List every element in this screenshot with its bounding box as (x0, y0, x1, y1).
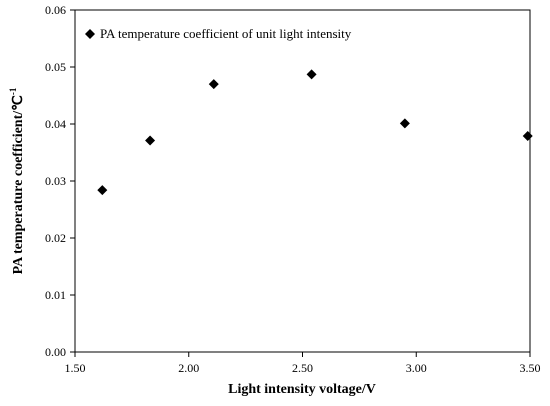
legend: PA temperature coefficient of unit light… (85, 26, 352, 41)
y-tick-label: 0.06 (45, 3, 66, 17)
plot-area (74, 9, 531, 353)
y-axis-title-superscript: -1 (8, 87, 18, 95)
y-axis-title: PA temperature coefficient/℃-1 (8, 87, 26, 274)
x-tick-label: 2.00 (178, 361, 199, 375)
x-axis: 1.50 2.00 2.50 3.00 3.50 (65, 352, 541, 375)
data-point (208, 79, 219, 90)
legend-label: PA temperature coefficient of unit light… (100, 26, 352, 41)
x-tick-label: 3.00 (406, 361, 427, 375)
y-axis: 0.00 0.01 0.02 0.03 0.04 0.05 0.06 (45, 3, 75, 359)
y-tick-label: 0.04 (45, 117, 66, 131)
y-tick-label: 0.02 (45, 231, 66, 245)
x-axis-title: Light intensity voltage/V (228, 382, 376, 397)
y-tick-label: 0.03 (45, 174, 66, 188)
data-point (306, 69, 317, 80)
data-points (97, 69, 533, 196)
y-tick-label: 0.01 (45, 288, 66, 302)
x-tick-label: 1.50 (65, 361, 86, 375)
data-point (145, 135, 156, 146)
x-tick-label: 3.50 (520, 361, 541, 375)
y-tick-label: 0.00 (45, 345, 66, 359)
data-point (97, 185, 108, 196)
legend-marker (85, 29, 95, 39)
y-tick-label: 0.05 (45, 60, 66, 74)
x-tick-label: 2.50 (292, 361, 313, 375)
data-point (399, 118, 410, 129)
data-point (522, 130, 533, 141)
y-axis-title-main: PA temperature coefficient/℃ (11, 95, 26, 275)
